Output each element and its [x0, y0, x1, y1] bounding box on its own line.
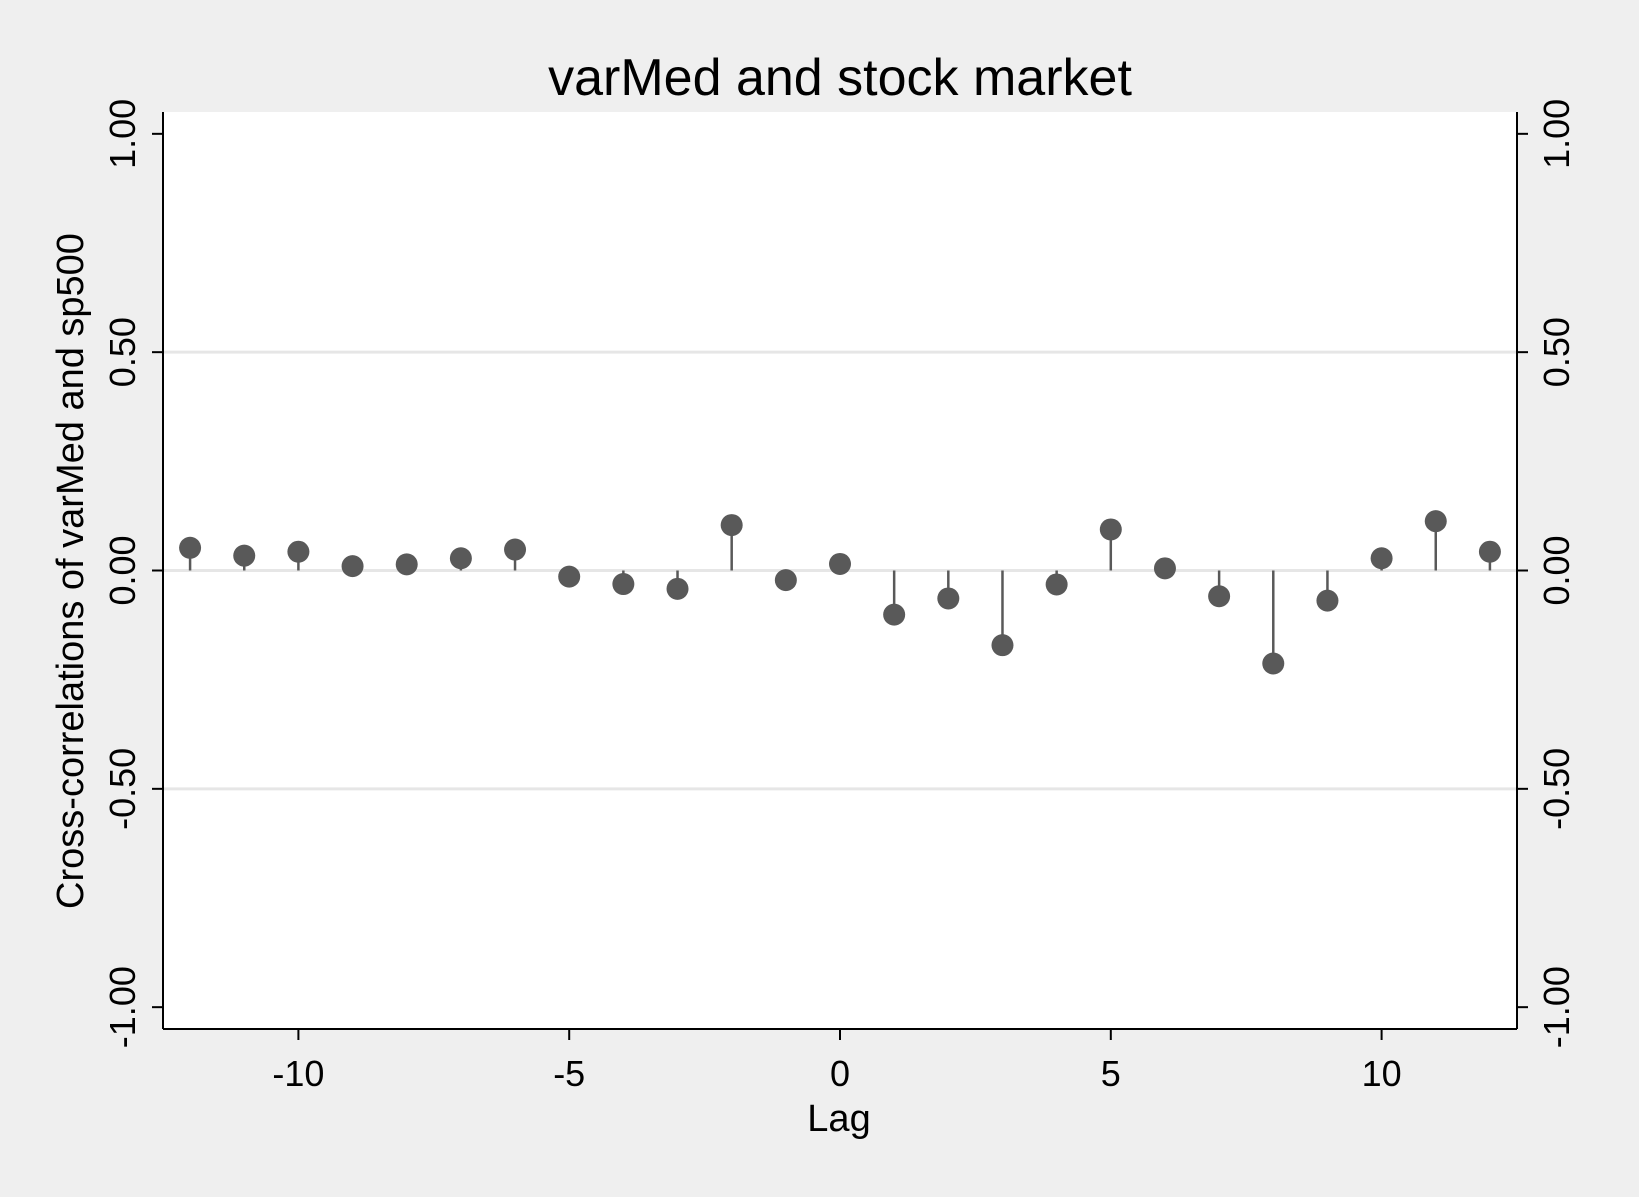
x-tick-label: 5: [1101, 1053, 1121, 1094]
data-point: [1478, 540, 1501, 563]
y-tick-label-right: -1.00: [1536, 966, 1577, 1048]
data-point: [1262, 652, 1285, 675]
data-point: [666, 577, 689, 600]
data-point: [829, 552, 851, 575]
data-point: [991, 634, 1014, 657]
data-point: [1153, 557, 1176, 580]
x-tick-label: 0: [830, 1053, 850, 1094]
y-tick-label-right: 0.00: [1536, 535, 1577, 605]
x-tick-label: -10: [272, 1053, 324, 1094]
y-tick-label-right: -0.50: [1536, 748, 1577, 830]
y-axis-label: Cross-correlations of varMed and sp500: [50, 233, 92, 909]
data-point: [720, 514, 743, 537]
y-tick-label-left: 1.00: [102, 99, 143, 169]
y-tick-label-left: 0.50: [102, 317, 143, 387]
data-point: [341, 555, 364, 578]
data-point: [233, 544, 256, 567]
data-point: [883, 603, 906, 626]
chart-title: varMed and stock market: [548, 49, 1132, 107]
y-tick-label-right: 0.50: [1536, 317, 1577, 387]
data-point: [179, 536, 202, 559]
data-point: [558, 565, 581, 588]
ticks: -10 -5 0 5 10 -1.00 -1.00 -0.50 -0.50 0.00 0.00 0.5…: [102, 99, 1577, 1094]
data-point: [612, 573, 635, 596]
data-point: [449, 547, 472, 570]
y-tick-label-right: 1.00: [1536, 99, 1577, 169]
markers: [179, 510, 1501, 675]
data-point: [1208, 585, 1231, 608]
y-tick-label-left: -1.00: [102, 966, 143, 1048]
data-point: [1370, 547, 1393, 570]
data-point: [774, 569, 797, 592]
data-point: [1316, 589, 1339, 612]
data-point: [937, 587, 960, 610]
data-point: [1045, 573, 1068, 596]
x-axis-label: Lag: [807, 1098, 870, 1140]
data-point: [395, 553, 418, 576]
y-tick-label-left: 0.00: [102, 535, 143, 605]
data-point: [287, 540, 310, 563]
x-tick-label: 10: [1362, 1053, 1402, 1094]
data-point: [1099, 518, 1122, 541]
data-point: [1424, 510, 1447, 533]
x-tick-label: -5: [553, 1053, 585, 1094]
data-point: [504, 538, 527, 561]
y-tick-label-left: -0.50: [102, 748, 143, 830]
